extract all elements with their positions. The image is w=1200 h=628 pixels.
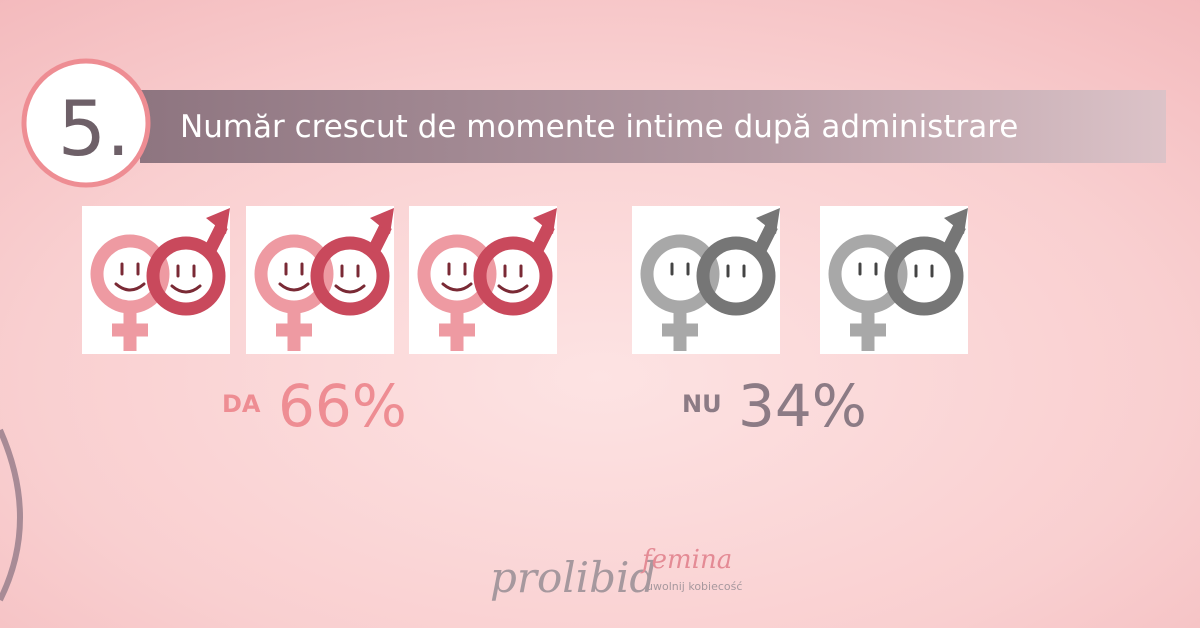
icons-yes — [82, 206, 557, 354]
decor — [0, 428, 23, 602]
icon — [632, 206, 780, 354]
title-bar — [140, 90, 1166, 163]
icon — [246, 206, 394, 354]
yes-label: DA — [222, 390, 261, 418]
no-value: 34% — [738, 372, 867, 440]
no-label: NU — [682, 390, 722, 418]
title: Număr crescut de momente intime după adm… — [180, 109, 1018, 145]
badge-circle — [21, 58, 151, 188]
logo-tagline: uwolnij kobiecość — [646, 580, 742, 593]
icon — [409, 206, 557, 354]
logo-sub: femina — [640, 545, 732, 575]
icon — [820, 206, 968, 354]
icon — [82, 206, 230, 354]
yes-value: 66% — [278, 372, 407, 440]
logo-brand: prolibid — [490, 553, 656, 602]
badge-number: 5. — [58, 84, 131, 173]
